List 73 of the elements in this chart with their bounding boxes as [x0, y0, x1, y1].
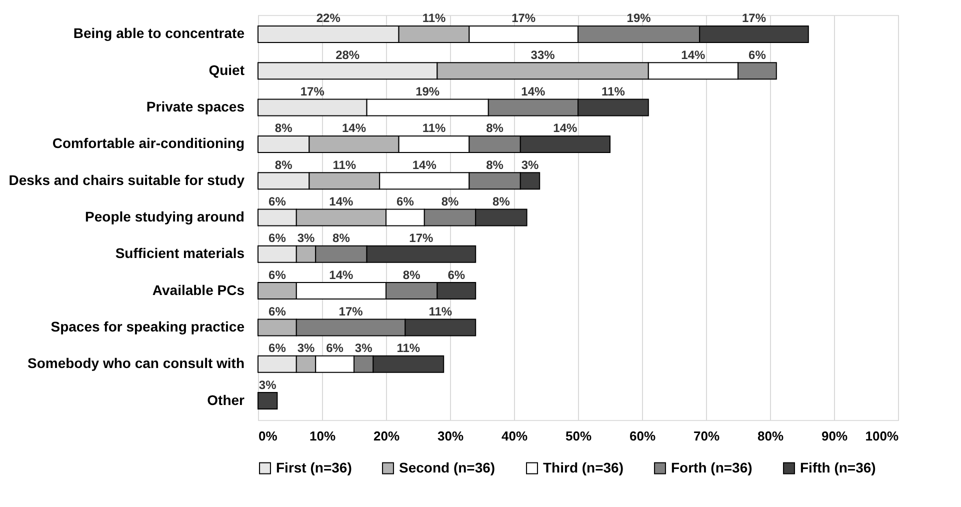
y-tick-label: Desks and chairs suitable for study: [8, 172, 245, 188]
data-label: 14%: [329, 268, 354, 282]
data-label: 17%: [338, 304, 364, 318]
data-label: 11%: [422, 121, 446, 136]
data-label: 11%: [422, 11, 446, 26]
data-label: 11%: [332, 158, 356, 172]
legend-label: First (n=36): [276, 459, 352, 476]
data-label: 17%: [409, 231, 434, 246]
data-label: 3%: [521, 158, 539, 172]
legend-label: Fifth (n=36): [800, 459, 876, 476]
x-tick-label: 40%: [501, 428, 528, 444]
data-label: 3%: [354, 341, 373, 356]
x-tick-label: 70%: [693, 428, 720, 444]
data-label: 11%: [602, 84, 626, 99]
data-label: 8%: [274, 121, 293, 136]
data-label: 3%: [297, 231, 315, 246]
data-label: 17%: [742, 11, 766, 26]
x-tick-label: 0%: [258, 428, 278, 444]
data-label: 3%: [258, 378, 277, 392]
x-tick-label: 20%: [373, 428, 400, 444]
data-label: 22%: [316, 11, 341, 26]
data-label: 6%: [268, 341, 286, 356]
data-label: 33%: [530, 48, 556, 62]
data-label: 11%: [428, 304, 452, 318]
data-label: 14%: [412, 158, 437, 172]
legend-label: Forth (n=36): [671, 459, 752, 476]
x-tick-label: 100%: [865, 428, 899, 444]
x-tick-label: 50%: [565, 428, 592, 444]
data-label: 14%: [329, 194, 354, 208]
data-label: 6%: [268, 304, 286, 318]
y-tick-label: Sufficient materials: [115, 245, 245, 262]
data-label: 6%: [396, 194, 414, 208]
data-label: 14%: [342, 121, 366, 136]
x-tick-label: 80%: [757, 428, 784, 444]
data-label: 6%: [326, 341, 344, 356]
legend-label: Third (n=36): [543, 459, 624, 476]
data-label: 17%: [300, 84, 325, 99]
data-label: 14%: [553, 121, 578, 136]
data-label: 28%: [336, 48, 360, 62]
data-label: 19%: [416, 84, 440, 99]
data-label: 8%: [274, 158, 293, 172]
y-tick-label: Quiet: [208, 62, 245, 78]
x-tick-label: 30%: [437, 428, 464, 444]
data-label: 19%: [626, 11, 652, 26]
data-label: 6%: [268, 231, 286, 246]
data-label: 8%: [441, 194, 459, 208]
x-tick-label: 10%: [309, 428, 336, 444]
data-label: 17%: [512, 11, 536, 26]
data-label: 6%: [268, 268, 286, 282]
y-tick-label: Other: [207, 392, 246, 408]
data-label: 14%: [521, 84, 546, 99]
data-label: 8%: [402, 268, 421, 282]
y-tick-label: Comfortable air-conditioning: [52, 135, 244, 152]
y-tick-label: People studying around: [85, 208, 244, 224]
y-tick-label: Spaces for speaking practice: [50, 318, 245, 334]
bar: [258, 392, 278, 410]
data-label: 6%: [748, 48, 766, 62]
y-tick-label: Being able to concentrate: [73, 25, 245, 42]
x-tick-label: 90%: [821, 428, 848, 444]
data-label: 3%: [297, 341, 315, 356]
legend-label: Second (n=36): [399, 459, 496, 476]
data-label: 8%: [332, 231, 350, 246]
y-tick-label: Somebody who can consult with: [27, 355, 244, 372]
data-label: 8%: [486, 121, 504, 136]
data-label: 8%: [486, 158, 504, 172]
data-label: 11%: [396, 341, 420, 356]
data-label: 8%: [492, 194, 510, 208]
data-label: 14%: [681, 48, 706, 62]
x-tick-label: 60%: [629, 428, 656, 444]
data-label: 6%: [448, 268, 466, 282]
y-tick-label: Available PCs: [152, 282, 245, 298]
data-label: 6%: [268, 194, 286, 208]
y-tick-label: Private spaces: [146, 98, 245, 115]
